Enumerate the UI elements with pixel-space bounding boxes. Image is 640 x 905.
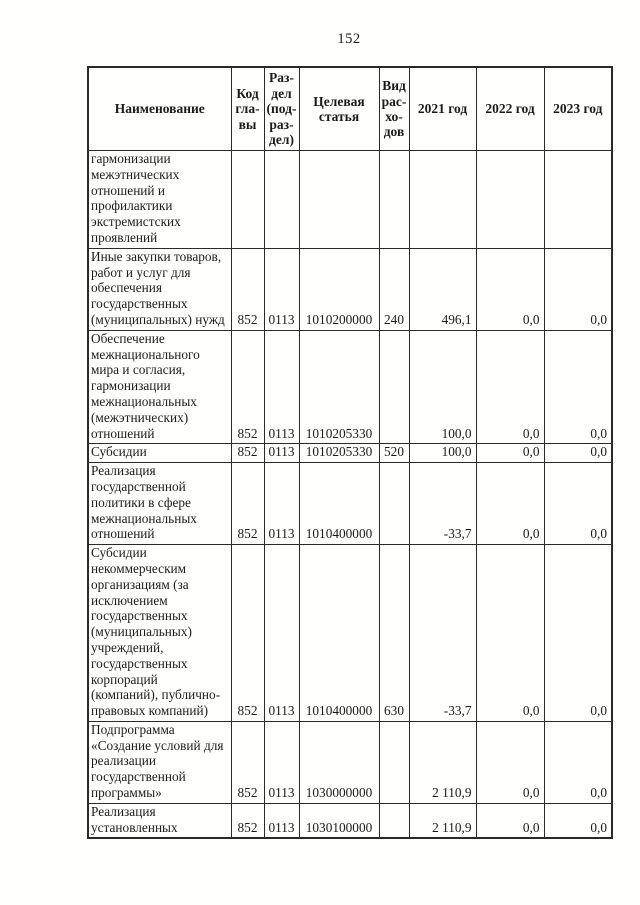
table-header: Наименование Код гла- вы Раз- дел (под- ра… xyxy=(87,66,613,151)
cell-2023 xyxy=(543,150,613,249)
cell-2022: 0,0 xyxy=(475,720,545,804)
cell-expense-type: 520 xyxy=(378,443,410,464)
cell-name: гармонизации межэтнических отношений и п… xyxy=(87,150,232,249)
cell-section: 0113 xyxy=(263,443,300,464)
cell-chapter-code: 852 xyxy=(230,544,265,722)
cell-section: 0113 xyxy=(263,247,300,331)
cell-2021: 2 110,9 xyxy=(408,802,477,839)
cell-2022: 0,0 xyxy=(475,802,545,839)
cell-name: Субсидии xyxy=(87,443,232,464)
cell-section: 0113 xyxy=(263,720,300,804)
header-expense-type: Вид рас- хо- дов xyxy=(378,66,410,151)
cell-target-article: 1010205330 xyxy=(298,329,380,445)
header-name: Наименование xyxy=(87,66,232,151)
cell-2023: 0,0 xyxy=(543,247,613,331)
cell-2022: 0,0 xyxy=(475,544,545,722)
table-row: Субсидии 852 0113 1010205330 520 100,0 0,0 0,0 xyxy=(87,443,613,464)
cell-target-article xyxy=(298,150,380,249)
cell-2023: 0,0 xyxy=(543,720,613,804)
cell-expense-type: 630 xyxy=(378,544,410,722)
cell-target-article: 1010205330 xyxy=(298,443,380,464)
cell-2023: 0,0 xyxy=(543,443,613,464)
cell-2022: 0,0 xyxy=(475,443,545,464)
cell-section xyxy=(263,150,300,249)
cell-2021: 2 110,9 xyxy=(408,720,477,804)
cell-section: 0113 xyxy=(263,802,300,839)
cell-2022: 0,0 xyxy=(475,247,545,331)
cell-2021: 100,0 xyxy=(408,329,477,445)
cell-2021 xyxy=(408,150,477,249)
header-year-2023: 2023 год xyxy=(543,66,613,151)
header-chapter-code: Код гла- вы xyxy=(230,66,265,151)
table-row: Реализация государственной политики в сф… xyxy=(87,462,613,546)
cell-2021: 496,1 xyxy=(408,247,477,331)
cell-2023: 0,0 xyxy=(543,462,613,546)
cell-chapter-code xyxy=(230,150,265,249)
budget-table: Наименование Код гла- вы Раз- дел (под- ра… xyxy=(87,66,613,840)
cell-2022: 0,0 xyxy=(475,462,545,546)
table-body: гармонизации межэтнических отношений и п… xyxy=(87,150,613,839)
cell-expense-type xyxy=(378,329,410,445)
cell-chapter-code: 852 xyxy=(230,443,265,464)
header-target-article: Целевая статья xyxy=(298,66,380,151)
cell-name: Реализация установленных xyxy=(87,802,232,839)
table-row: Иные закупки товаров, работ и услуг для … xyxy=(87,247,613,331)
header-section: Раз- дел (под- раз- дел) xyxy=(263,66,300,151)
cell-name: Подпрограмма «Создание условий для реали… xyxy=(87,720,232,804)
cell-target-article: 1010400000 xyxy=(298,544,380,722)
cell-section: 0113 xyxy=(263,462,300,546)
cell-target-article: 1010200000 xyxy=(298,247,380,331)
cell-name: Иные закупки товаров, работ и услуг для … xyxy=(87,247,232,331)
cell-section: 0113 xyxy=(263,329,300,445)
cell-target-article: 1030100000 xyxy=(298,802,380,839)
cell-expense-type xyxy=(378,150,410,249)
cell-expense-type xyxy=(378,802,410,839)
cell-section: 0113 xyxy=(263,544,300,722)
table-row: Обеспечение межнационального мира и согл… xyxy=(87,329,613,445)
cell-chapter-code: 852 xyxy=(230,247,265,331)
cell-2021: -33,7 xyxy=(408,462,477,546)
cell-2022 xyxy=(475,150,545,249)
table-row: Субсидии некоммерческим организациям (за… xyxy=(87,544,613,722)
cell-chapter-code: 852 xyxy=(230,802,265,839)
cell-chapter-code: 852 xyxy=(230,462,265,546)
cell-name: Реализация государственной политики в сф… xyxy=(87,462,232,546)
cell-name: Обеспечение межнационального мира и согл… xyxy=(87,329,232,445)
cell-target-article: 1030000000 xyxy=(298,720,380,804)
table-header-row: Наименование Код гла- вы Раз- дел (под- ра… xyxy=(87,66,613,151)
header-year-2022: 2022 год xyxy=(475,66,545,151)
table-row: Подпрограмма «Создание условий для реали… xyxy=(87,720,613,804)
cell-2022: 0,0 xyxy=(475,329,545,445)
cell-name: Субсидии некоммерческим организациям (за… xyxy=(87,544,232,722)
table-row: Реализация установленных 852 0113 103010000… xyxy=(87,802,613,839)
cell-2023: 0,0 xyxy=(543,802,613,839)
cell-2023: 0,0 xyxy=(543,544,613,722)
table-row: гармонизации межэтнических отношений и п… xyxy=(87,150,613,249)
cell-2021: 100,0 xyxy=(408,443,477,464)
cell-target-article: 1010400000 xyxy=(298,462,380,546)
cell-chapter-code: 852 xyxy=(230,720,265,804)
cell-expense-type xyxy=(378,462,410,546)
cell-2023: 0,0 xyxy=(543,329,613,445)
cell-chapter-code: 852 xyxy=(230,329,265,445)
header-year-2021: 2021 год xyxy=(408,66,477,151)
cell-expense-type: 240 xyxy=(378,247,410,331)
cell-expense-type xyxy=(378,720,410,804)
cell-2021: -33,7 xyxy=(408,544,477,722)
page-number: 152 xyxy=(337,31,361,47)
